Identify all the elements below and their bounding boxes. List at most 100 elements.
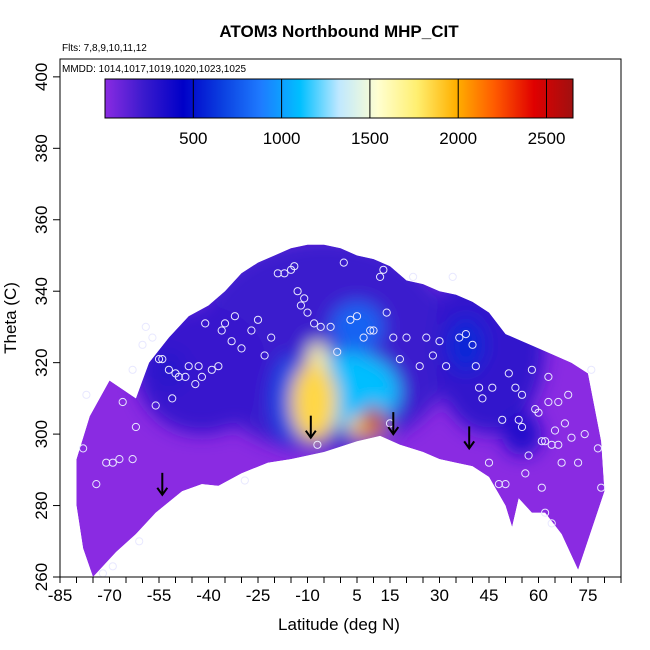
sample-point — [141, 322, 150, 331]
sample-point — [79, 444, 88, 453]
sample-point — [511, 383, 520, 392]
sample-point — [181, 372, 190, 381]
sample-point — [498, 415, 507, 424]
sample-point — [544, 397, 553, 407]
sample-point — [455, 333, 464, 342]
sample-point — [296, 301, 305, 310]
sample-point — [468, 340, 477, 349]
hotspot — [291, 362, 338, 442]
tropopause-arrow — [463, 426, 476, 451]
sample-point — [201, 319, 210, 328]
sample-point — [564, 390, 573, 399]
surface-fill — [76, 244, 605, 577]
sample-point — [118, 397, 127, 407]
sample-point — [461, 330, 470, 339]
sample-point — [227, 337, 236, 346]
y-tick-label: 400 — [32, 63, 51, 91]
sample-point — [191, 380, 200, 389]
sample-point — [316, 322, 325, 331]
sample-point — [422, 333, 431, 342]
hotspot — [446, 316, 486, 374]
sample-point — [521, 469, 530, 478]
sample-point — [148, 333, 157, 342]
y-tick-label: 260 — [32, 563, 51, 591]
sample-point — [567, 433, 576, 442]
sample-point — [313, 440, 322, 449]
sample-point — [547, 440, 556, 449]
x-tick-label: 60 — [529, 586, 548, 605]
heatmap-surface — [76, 244, 605, 577]
sample-point — [541, 508, 550, 517]
x-axis: -85 -70 -55 -40 -25 -10 5 15 30 45 60 75 — [48, 577, 622, 605]
sample-point — [544, 372, 553, 381]
sample-point — [220, 319, 230, 328]
x-tick-label: -25 — [246, 586, 271, 605]
x-tick-label: 45 — [480, 586, 499, 605]
sample-point — [194, 362, 203, 371]
sample-point — [267, 333, 276, 342]
hotspot — [363, 405, 384, 435]
sample-point — [587, 365, 596, 374]
sample-point — [442, 362, 451, 371]
sample-point — [504, 369, 513, 378]
sample-point — [537, 483, 546, 492]
chart-title: ATOM3 Northbound MHP_CIT — [219, 22, 459, 41]
sample-point — [471, 362, 480, 371]
sample-point — [92, 480, 101, 489]
sample-point — [517, 422, 527, 432]
sample-point — [369, 326, 378, 335]
sample-point — [108, 562, 117, 571]
sample-point — [537, 437, 546, 446]
sample-point — [547, 519, 556, 528]
sample-point — [280, 269, 289, 278]
mmdd-label: MMDD: 1014,1017,1019,1020,1023,1025 — [62, 64, 246, 75]
sample-point — [379, 265, 388, 274]
sample-point — [402, 333, 411, 342]
sample-point — [102, 458, 111, 467]
sample-point — [240, 476, 249, 485]
sample-point — [184, 362, 193, 371]
x-tick-label: 5 — [352, 586, 361, 605]
sample-point — [435, 337, 444, 346]
y-tick-label: 280 — [32, 491, 51, 519]
sample-point — [382, 308, 391, 317]
sample-point — [352, 312, 362, 321]
sample-point — [484, 458, 494, 467]
y-tick-label: 380 — [32, 134, 51, 162]
sample-point — [230, 312, 239, 321]
sample-point — [128, 365, 137, 374]
colorbar-tick-label: 2000 — [439, 129, 477, 148]
sample-point — [550, 426, 560, 435]
sample-point — [333, 347, 342, 356]
sample-point — [154, 355, 164, 364]
sample-point — [478, 394, 487, 403]
colorbar-gradient — [104, 78, 574, 119]
sample-point — [488, 383, 497, 392]
sample-points — [79, 258, 606, 578]
x-axis-label: Latitude (deg N) — [278, 615, 400, 634]
sample-point — [158, 355, 167, 364]
sample-point — [524, 451, 533, 460]
sample-point — [527, 365, 537, 374]
tropopause-arrow — [156, 472, 169, 497]
tropopause-arrow — [387, 412, 400, 436]
x-tick-label: -55 — [147, 586, 172, 605]
colorbar-tick-label: 1500 — [351, 129, 389, 148]
tropopause-arrow — [304, 415, 317, 440]
sample-point — [560, 419, 570, 428]
sample-point — [260, 351, 269, 360]
colorbar: 500 1000 1500 2000 2500 — [104, 78, 574, 148]
x-tick-label: -10 — [295, 586, 320, 605]
sample-point — [128, 455, 137, 464]
sample-point — [300, 294, 309, 303]
sample-point — [395, 355, 404, 364]
sample-point — [253, 315, 263, 324]
y-tick-label: 340 — [32, 277, 51, 305]
sample-point — [574, 458, 583, 467]
sample-point — [131, 422, 140, 432]
sample-point — [247, 326, 256, 335]
sample-point — [517, 390, 527, 399]
sample-point — [366, 326, 375, 335]
sample-point — [115, 455, 124, 464]
sample-point — [475, 383, 484, 392]
